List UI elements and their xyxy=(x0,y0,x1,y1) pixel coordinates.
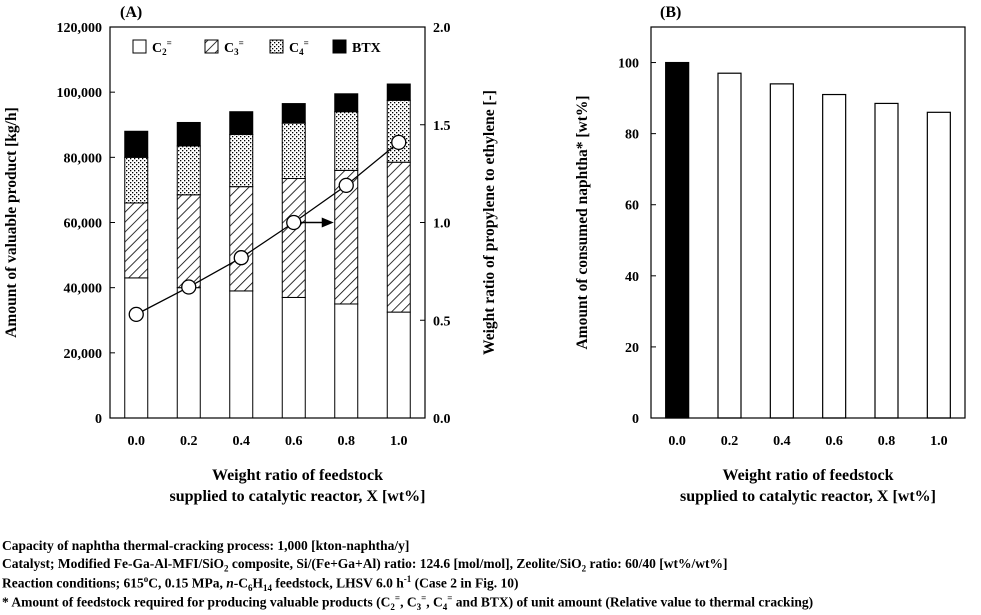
x-tick-label: 0.2 xyxy=(721,434,739,449)
y2-axis-title: Weight ratio of propylene to ethylene [-… xyxy=(481,90,498,355)
legend-swatch-1 xyxy=(204,39,219,54)
note-capacity: Capacity of naphtha thermal-cracking pro… xyxy=(2,538,410,553)
bar-segment-BTX-4 xyxy=(334,93,359,113)
x-tick-label: 1.0 xyxy=(930,434,948,449)
x-axis-title-line-1: Weight ratio of feedstock xyxy=(722,467,893,484)
y-tick-label: 20 xyxy=(625,341,639,356)
axis-arrow-head xyxy=(321,217,334,228)
y2-tick-label: 2.0 xyxy=(433,21,451,36)
legend-label-1: C3= xyxy=(224,38,244,57)
x-axis-title-line-2: supplied to catalytic reactor, X [wt%] xyxy=(680,488,936,505)
y2-tick-label: 0.0 xyxy=(433,412,451,427)
naphtha-bar-1 xyxy=(717,72,742,419)
legend-swatch-2 xyxy=(269,39,284,54)
plot-frame-a xyxy=(109,26,426,419)
x-tick-label: 0.6 xyxy=(285,434,303,449)
y-axis-title: Amount of valuable product [kg/h] xyxy=(3,107,20,338)
y-tick-label: 100 xyxy=(618,57,639,72)
legend-label-0: C2= xyxy=(152,38,172,57)
chart-panel-b: (B) 0 20 40 60 80 100 0.0 0.2 0.4 0.6 0.8 1.0 Amount … xyxy=(574,4,966,505)
bar-segment-C2-3 xyxy=(281,296,306,419)
naphtha-bar-5 xyxy=(926,111,951,419)
ratio-line xyxy=(135,141,400,315)
naphtha-bar-2 xyxy=(769,83,794,419)
y-tick-label: 20,000 xyxy=(64,347,103,362)
ratio-point-3 xyxy=(286,214,302,231)
legend-swatch-3 xyxy=(332,39,347,54)
naphtha-bar-0 xyxy=(665,61,690,419)
legend-label-2: C4= xyxy=(289,38,309,57)
naphtha-bar-4 xyxy=(874,102,899,419)
x-tick-label: 0.6 xyxy=(825,434,843,449)
bar-segment-C3-2 xyxy=(229,186,254,292)
bar-segment-BTX-1 xyxy=(176,121,201,147)
note-reaction-conditions: Reaction conditions; 615oC, 0.15 MPa, n-… xyxy=(2,574,519,594)
y2-tick-label: 1.5 xyxy=(433,119,451,134)
bar-segment-C4-4 xyxy=(334,111,359,171)
bar-segment-BTX-5 xyxy=(386,83,411,101)
x-tick-label: 0.4 xyxy=(773,434,791,449)
y2-tick-label: 0.5 xyxy=(433,314,451,329)
bar-segment-C4-1 xyxy=(176,145,201,196)
x-tick-label: 0.8 xyxy=(338,434,356,449)
y-tick-label: 60 xyxy=(625,199,639,214)
legend-label-3: BTX xyxy=(352,41,381,56)
x-axis-title-line-1: Weight ratio of feedstock xyxy=(212,467,383,484)
figure: (A) 0 20,000 40,000 60,000 80,000 100,000 120,0… xyxy=(3,4,966,505)
bar-segment-BTX-3 xyxy=(281,103,306,124)
ratio-point-1 xyxy=(181,279,197,295)
y-tick-label: 0 xyxy=(95,412,102,427)
ratio-point-2 xyxy=(233,250,249,266)
bar-segment-C2-0 xyxy=(124,277,149,419)
y-tick-label: 80,000 xyxy=(64,151,103,166)
plot-frame-b xyxy=(650,26,966,419)
bar-segment-C4-0 xyxy=(124,156,149,204)
bar-segment-C4-5 xyxy=(386,99,411,163)
ratio-point-5 xyxy=(391,134,407,150)
y-tick-label: 40 xyxy=(625,270,639,285)
y2-tick-label: 1.0 xyxy=(433,217,451,232)
naphtha-bar-3 xyxy=(822,93,847,419)
y-tick-label: 40,000 xyxy=(64,282,103,297)
bar-segment-C3-3 xyxy=(281,178,306,298)
x-tick-label: 0.0 xyxy=(128,434,146,449)
x-tick-label: 0.0 xyxy=(668,434,686,449)
bar-segment-C4-3 xyxy=(281,122,306,180)
bar-segment-C4-2 xyxy=(229,134,254,188)
panel-a-label: (A) xyxy=(120,4,142,21)
note-catalyst: Catalyst; Modified Fe-Ga-Al-MFI/SiO2 com… xyxy=(2,556,728,574)
x-tick-label: 0.8 xyxy=(878,434,896,449)
y-tick-label: 0 xyxy=(632,412,639,427)
y-tick-label: 60,000 xyxy=(64,217,103,232)
bar-segment-C2-1 xyxy=(176,287,201,419)
bar-segment-C2-2 xyxy=(229,290,254,419)
ratio-point-4 xyxy=(338,177,354,194)
legend-swatch-0 xyxy=(132,39,147,54)
note-footnote: * Amount of feedstock required for produ… xyxy=(2,593,814,613)
x-axis-title-line-2: supplied to catalytic reactor, X [wt%] xyxy=(170,488,426,505)
bar-segment-C2-4 xyxy=(334,303,359,419)
bar-segment-C3-1 xyxy=(176,194,201,289)
chart-panel-a: (A) 0 20,000 40,000 60,000 80,000 100,000 120,0… xyxy=(3,4,498,505)
y-tick-label: 100,000 xyxy=(57,86,103,101)
y-axis-title: Amount of consumed naphtha* [wt%] xyxy=(574,95,591,349)
x-tick-label: 1.0 xyxy=(390,434,408,449)
panel-b-label: (B) xyxy=(660,4,681,21)
x-tick-label: 0.4 xyxy=(233,434,251,449)
bar-segment-C2-5 xyxy=(386,311,411,419)
bar-segment-BTX-0 xyxy=(124,130,149,158)
bar-segment-BTX-2 xyxy=(229,111,254,136)
y-tick-label: 120,000 xyxy=(57,21,103,36)
x-tick-label: 0.2 xyxy=(180,434,198,449)
y-tick-label: 80 xyxy=(625,128,639,143)
ratio-point-0 xyxy=(128,306,144,323)
bar-segment-C3-5 xyxy=(386,161,411,313)
bar-segment-C3-0 xyxy=(124,202,149,279)
